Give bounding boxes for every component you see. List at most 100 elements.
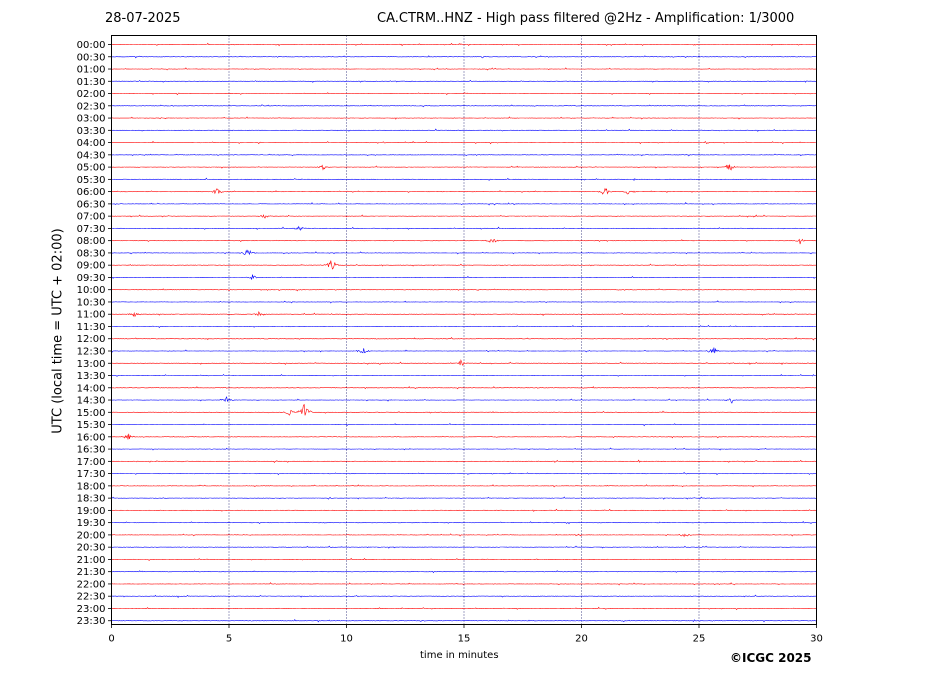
trace-1730 (111, 471, 817, 476)
y-tick-label: 16:30 (77, 445, 106, 456)
trace-0500 (111, 164, 817, 171)
trace-0300 (111, 116, 817, 120)
trace-1500 (111, 403, 817, 416)
trace-1600 (111, 433, 817, 440)
trace-1200 (111, 336, 817, 341)
y-tick-label: 19:00 (77, 506, 106, 517)
y-tick-label: 08:30 (77, 248, 106, 259)
trace-2100 (111, 557, 817, 561)
y-tick-label: 04:30 (77, 150, 106, 161)
y-tick-label: 17:00 (77, 457, 106, 468)
trace-1900 (111, 508, 817, 512)
trace-1030 (111, 300, 817, 304)
trace-1700 (111, 459, 817, 464)
date-label: 28-07-2025 (105, 11, 181, 26)
trace-1000 (111, 288, 817, 292)
y-tick-label: 09:30 (77, 273, 106, 284)
x-tick-label: 5 (226, 634, 232, 645)
y-tick-label: 10:30 (77, 297, 106, 308)
trace-1800 (111, 484, 817, 488)
trace-0000 (111, 42, 817, 47)
y-tick-label: 02:00 (77, 89, 106, 100)
trace-0800 (111, 238, 817, 245)
y-tick-label: 13:30 (77, 371, 106, 382)
trace-0930 (111, 274, 817, 280)
vertical-grid-lines (228, 35, 700, 625)
trace-2200 (111, 582, 817, 586)
y-tick-label: 10:00 (77, 285, 106, 296)
x-axis-ticks: 0 5 10 15 20 25 30 (108, 624, 823, 645)
trace-0900 (111, 260, 817, 270)
y-tick-label: 11:30 (77, 322, 106, 333)
y-tick-label: 07:00 (77, 212, 106, 223)
trace-0330 (111, 128, 817, 132)
y-tick-label: 20:30 (77, 543, 106, 554)
trace-0430 (111, 153, 817, 157)
trace-0030 (111, 55, 817, 59)
x-tick-label: 30 (810, 634, 823, 645)
trace-1430 (111, 396, 817, 404)
y-tick-label: 21:00 (77, 555, 106, 566)
trace-1830 (111, 496, 817, 500)
x-tick-label: 20 (575, 634, 588, 645)
y-tick-label: 15:00 (77, 408, 106, 419)
trace-1530 (111, 423, 817, 427)
y-tick-label: 06:00 (77, 187, 106, 198)
x-tick-label: 0 (108, 634, 114, 645)
trace-2130 (111, 570, 817, 574)
y-tick-label: 06:30 (77, 199, 106, 210)
trace-0400 (111, 140, 817, 145)
trace-0100 (111, 67, 817, 71)
y-tick-label: 14:30 (77, 396, 106, 407)
x-tick-label: 25 (693, 634, 706, 645)
y-tick-label: 00:00 (77, 40, 106, 51)
y-tick-label: 13:00 (77, 359, 106, 370)
trace-0230 (111, 104, 817, 108)
trace-2030 (111, 545, 817, 549)
y-tick-label: 19:30 (77, 518, 106, 529)
trace-1100 (111, 311, 817, 318)
y-tick-label: 18:00 (77, 481, 106, 492)
y-tick-label: 08:00 (77, 236, 106, 247)
y-tick-label: 04:00 (77, 138, 106, 149)
y-tick-label: 23:30 (77, 616, 106, 627)
y-tick-label: 16:00 (77, 432, 106, 443)
y-tick-label: 20:00 (77, 530, 106, 541)
y-tick-label: 15:30 (77, 420, 106, 431)
y-tick-label: 12:30 (77, 347, 106, 358)
trace-0700 (111, 214, 817, 219)
y-tick-label: 02:30 (77, 101, 106, 112)
trace-0630 (111, 202, 817, 206)
y-tick-label: 03:30 (77, 126, 106, 137)
y-tick-label: 17:30 (77, 469, 106, 480)
y-tick-label: 21:30 (77, 567, 106, 578)
y-tick-label: 11:00 (77, 310, 106, 321)
copyright-notice: ©ICGC 2025 (730, 651, 812, 665)
trace-0130 (111, 79, 817, 83)
y-tick-label: 14:00 (77, 383, 106, 394)
y-tick-label: 12:00 (77, 334, 106, 345)
trace-1130 (111, 324, 817, 329)
chart-title: CA.CTRM..HNZ - High pass filtered @2Hz -… (377, 11, 795, 26)
trace-1630 (111, 447, 817, 451)
trace-1330 (111, 373, 817, 377)
trace-2000 (111, 533, 817, 538)
trace-2330 (111, 619, 817, 623)
y-tick-label: 07:30 (77, 224, 106, 235)
y-tick-label: 05:00 (77, 163, 106, 174)
trace-0830 (111, 249, 817, 256)
trace-0730 (111, 225, 817, 231)
y-tick-label: 23:00 (77, 604, 106, 615)
y-tick-label: 05:30 (77, 175, 106, 186)
y-tick-label: 22:00 (77, 579, 106, 590)
y-tick-label: 01:00 (77, 65, 106, 76)
trace-1400 (111, 386, 817, 390)
x-tick-label: 15 (458, 634, 471, 645)
trace-0530 (111, 177, 817, 182)
trace-1930 (111, 520, 817, 525)
y-tick-label: 00:30 (77, 52, 106, 63)
x-tick-label: 10 (340, 634, 353, 645)
trace-0600 (111, 187, 817, 195)
